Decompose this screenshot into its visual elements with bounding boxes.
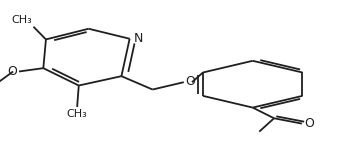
Text: CH₃: CH₃: [11, 15, 32, 25]
Text: CH₃: CH₃: [67, 109, 87, 119]
Text: O: O: [305, 117, 314, 130]
Text: N: N: [134, 32, 143, 45]
Text: O: O: [8, 65, 17, 78]
Text: O: O: [186, 75, 195, 88]
